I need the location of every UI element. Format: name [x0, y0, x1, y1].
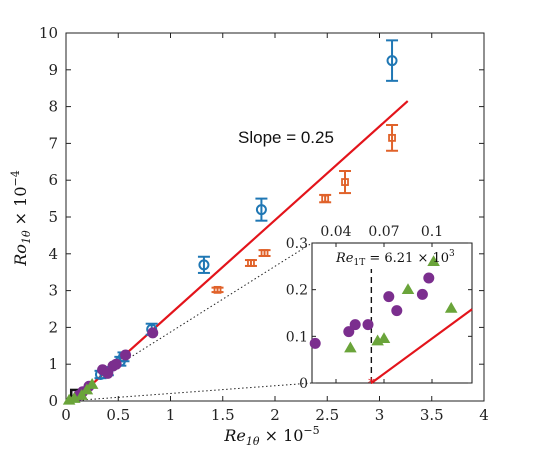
y-tick-label: 4: [48, 245, 58, 263]
inset-series: [344, 255, 458, 353]
inset-y-tick-label: 0: [299, 376, 308, 392]
slope-annotation: Slope = 0.25: [238, 128, 334, 147]
data-point: [110, 358, 122, 370]
data-point: [344, 341, 357, 353]
data-point: [198, 259, 210, 271]
y-tick-label: 3: [48, 282, 58, 300]
data-point: [80, 383, 94, 395]
data-point: [377, 332, 391, 344]
x-tick-label: 1: [166, 406, 176, 424]
inset-plot: 0.04 0.07 0.1 0 0.1 0.2 0.3 *: [286, 224, 473, 392]
inset-series: [309, 272, 435, 349]
data-point: [321, 194, 330, 203]
inset-x-tick-label: 0.04: [320, 224, 351, 240]
inset-x-tick-label: 0.1: [421, 224, 443, 240]
inset-x-tick-label: 0.07: [368, 224, 399, 240]
data-point: [85, 377, 99, 389]
x-tick-label: 4: [479, 406, 489, 424]
data-point: [120, 349, 132, 361]
x-tick-label: 2.5: [315, 406, 339, 424]
axis-ticks: 0 0.5 1 1.5 2 2.5 3 3.5 4 0 1 2 3 4 5 6 7 8 9 10: [39, 24, 489, 424]
data-point: [362, 319, 374, 331]
data-point: [68, 391, 81, 403]
zoom-guide-line: [78, 382, 313, 401]
data-point: [260, 249, 269, 257]
y-tick-label: 7: [48, 134, 58, 152]
y-tick-label: 0: [48, 392, 58, 410]
y-tick-label: 6: [48, 171, 58, 189]
x-tick-label: 0: [61, 406, 71, 424]
data-point: [401, 283, 415, 295]
x-tick-label: 2: [270, 406, 280, 424]
main-plot: *: [62, 39, 409, 410]
y-tick-label: 5: [48, 208, 58, 226]
inset-y-tick-label: 0.1: [286, 329, 308, 345]
data-point: [388, 133, 396, 142]
data-point: [423, 272, 435, 284]
x-tick-label: 0.5: [106, 406, 130, 424]
x-tick-label: 3.5: [420, 406, 444, 424]
data-point: [147, 327, 159, 339]
series: [211, 124, 399, 294]
inset-fit-line: [370, 308, 473, 384]
y-axis-label: Ro1θ × 10−4: [9, 170, 33, 266]
data-point: [247, 259, 255, 267]
y-tick-label: 9: [48, 61, 58, 79]
svg-text:Re1θ × 10−5: Re1θ × 10−5: [223, 424, 319, 448]
y-tick-label: 8: [48, 98, 58, 116]
data-point: [255, 204, 267, 216]
inset-fit-origin-marker: *: [368, 376, 375, 392]
inset-y-tick-label: 0.3: [286, 236, 308, 252]
y-tick-label: 10: [39, 24, 58, 42]
inset-annotation: Re1T = 6.21 × 103: [335, 249, 455, 268]
data-point: [343, 326, 355, 338]
inset-y-tick-label: 0.2: [286, 283, 308, 299]
data-point: [213, 285, 222, 294]
x-axis-label: Re1θ × 10−5: [223, 424, 319, 448]
svg-text:Re1T = 6.21 × 103: Re1T = 6.21 × 103: [335, 249, 455, 268]
data-point: [309, 337, 321, 349]
data-point: [386, 55, 398, 67]
data-point: [75, 389, 88, 400]
x-tick-label: 3: [375, 406, 385, 424]
data-point: [341, 178, 349, 186]
data-point: [391, 305, 403, 317]
y-tick-label: 1: [48, 355, 58, 373]
data-point: [416, 288, 428, 300]
data-point: [349, 319, 361, 331]
series: [62, 377, 99, 405]
data-point: [444, 301, 458, 313]
x-tick-label: 1.5: [211, 406, 235, 424]
data-point: [383, 291, 395, 303]
data-point: [427, 255, 440, 267]
y-tick-label: 2: [48, 318, 58, 336]
svg-text:Ro1θ × 10−4: Ro1θ × 10−4: [9, 170, 33, 266]
